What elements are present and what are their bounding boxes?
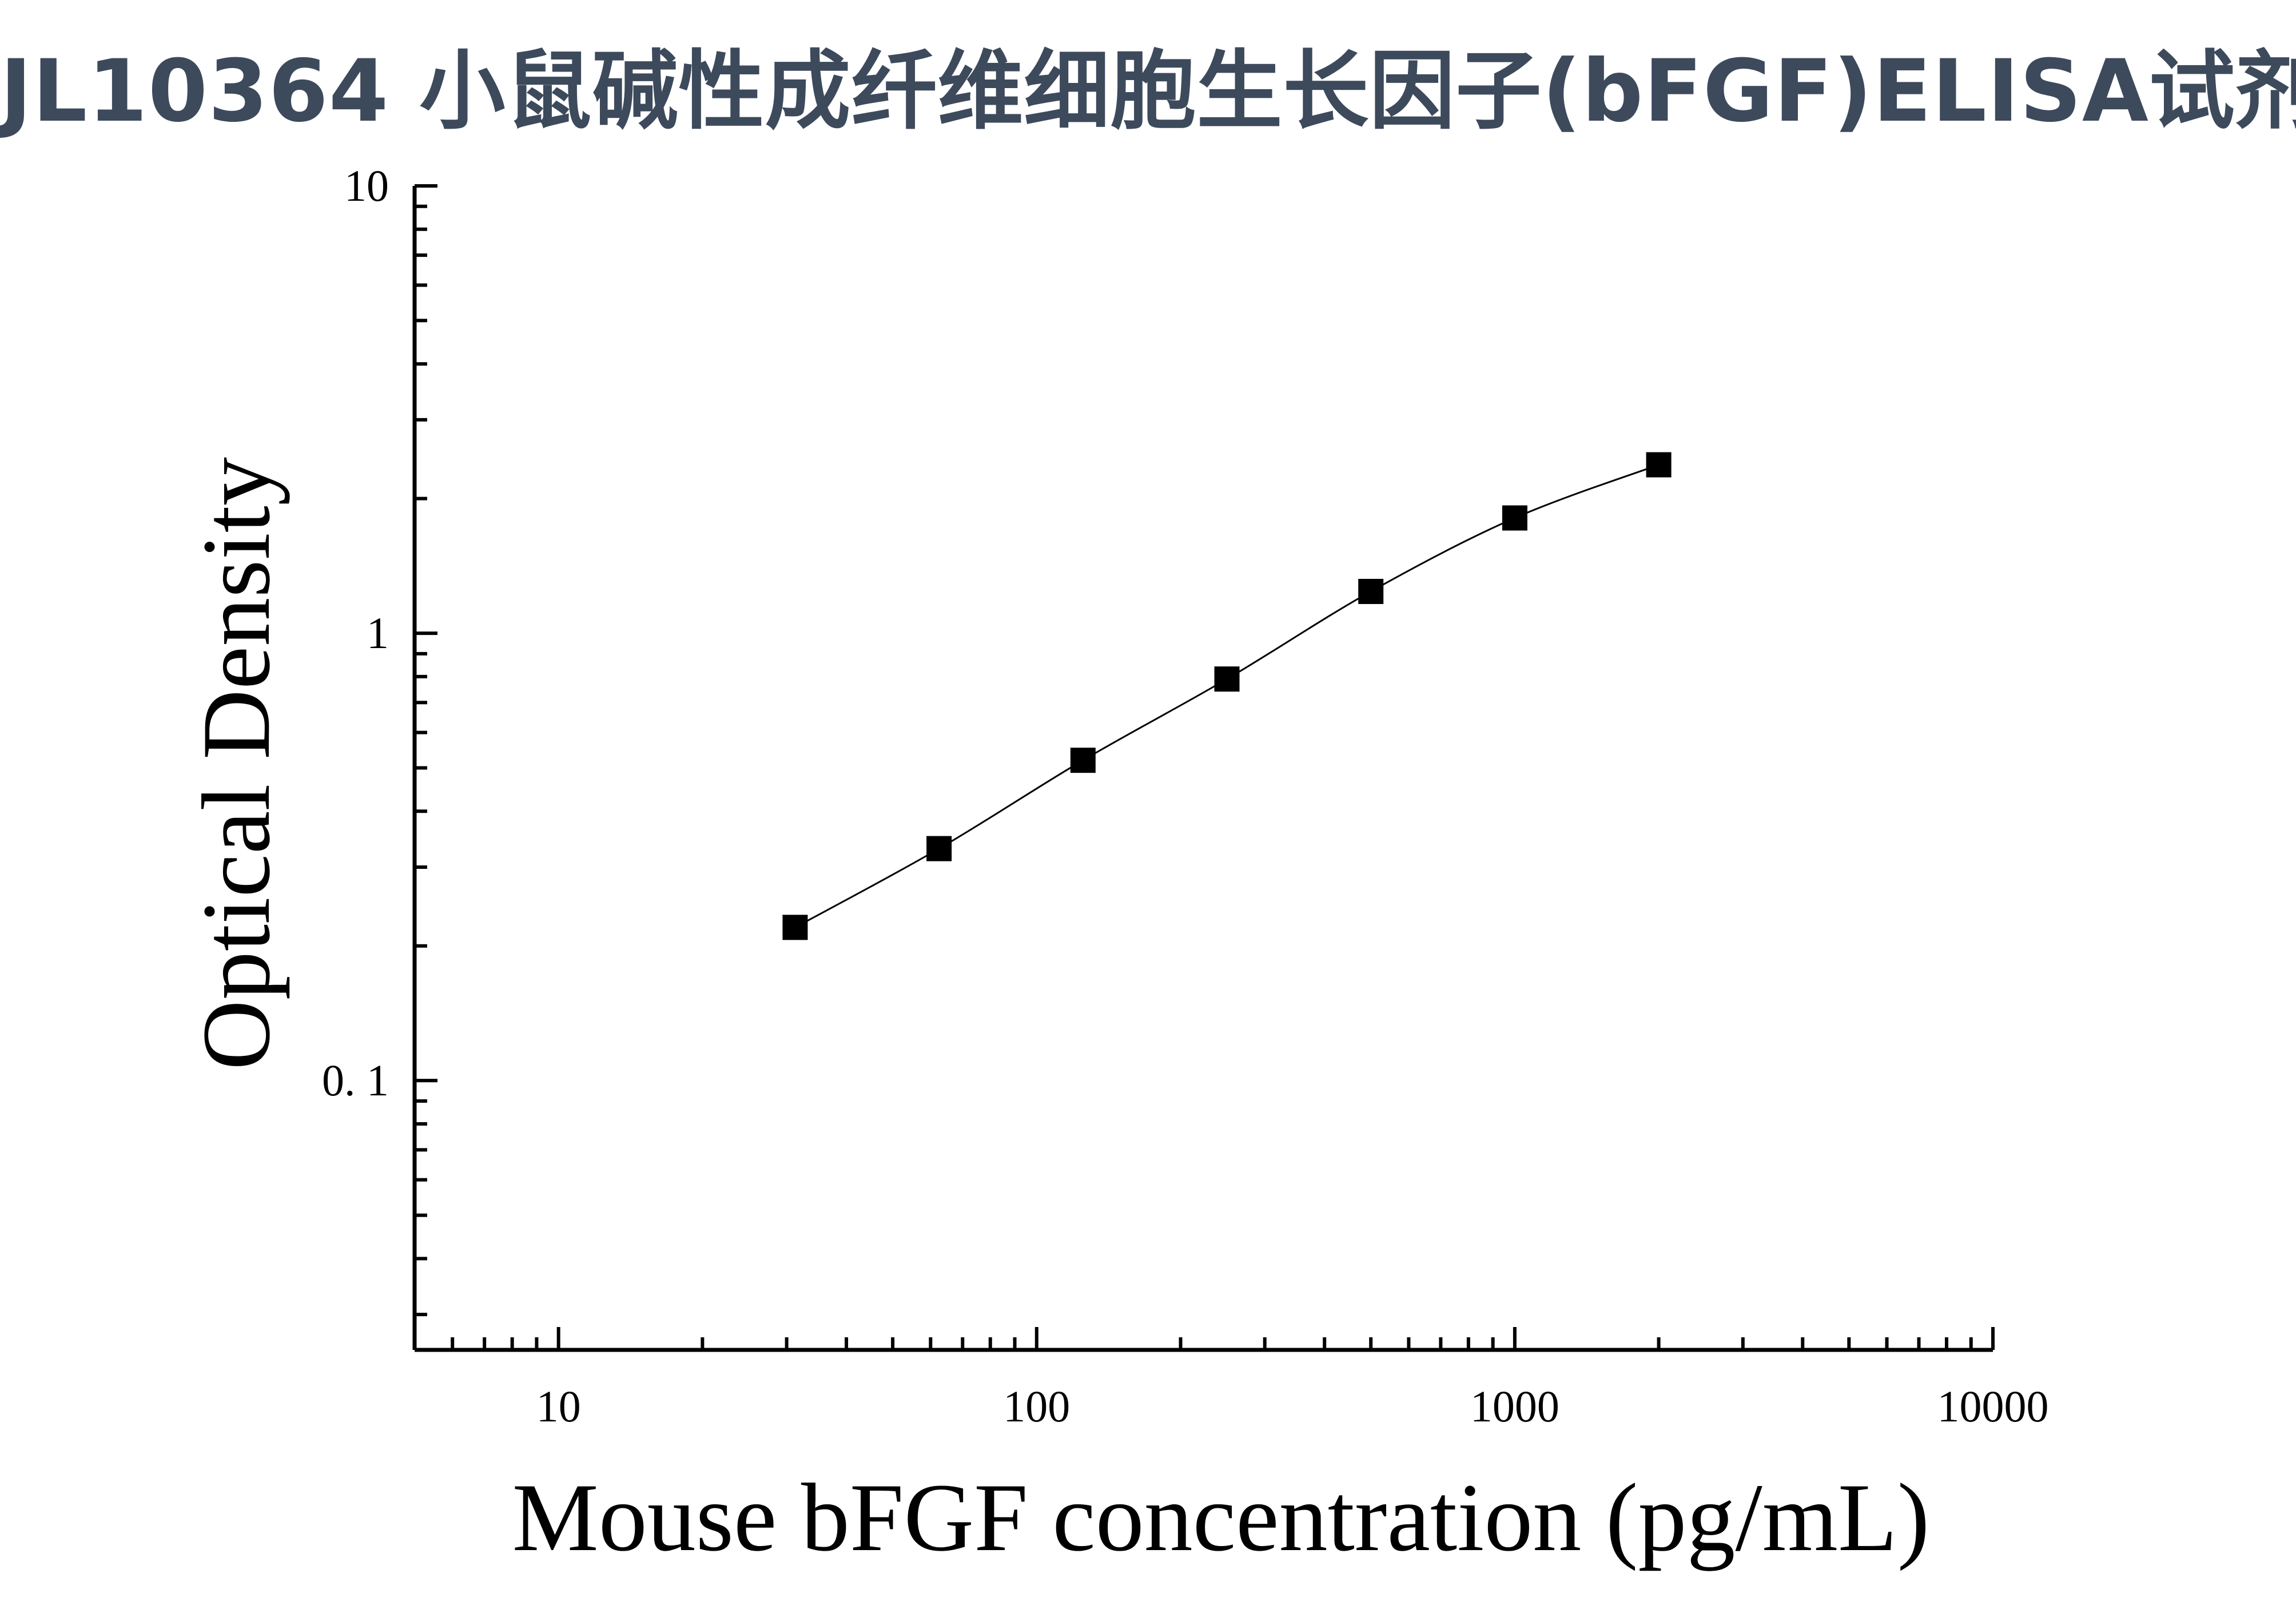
data-point [1502,505,1527,531]
y-tick-label: 0. 1 [322,1055,389,1105]
data-point [1358,579,1384,605]
x-tick-label: 1000 [1470,1381,1559,1431]
fit-curve [794,464,1660,928]
data-point [1070,748,1096,773]
axis-labels: 10 100 1000 10000 0. 1 1 10 Mouse bFGF concentr… [182,161,2049,1571]
data-point [1646,452,1672,478]
y-tick-label: 10 [344,161,389,210]
x-tick-label: 100 [1003,1381,1070,1431]
x-tick-label: 10 [536,1381,581,1431]
data-points [782,452,1672,940]
data-point [1214,666,1240,692]
data-point [782,915,808,940]
x-tick-label: 10000 [1937,1381,2049,1431]
y-tick-label: 1 [367,608,389,658]
data-point [926,836,952,861]
axes [412,184,1995,1352]
chart-title: JL10364 小鼠碱性成纤维细胞生长因子(bFGF)ELISA试剂盒 [0,42,2296,141]
fit-curve-group [794,464,1660,928]
x-axis-title: Mouse bFGF concentration (pg/mL) [512,1464,1930,1571]
y-axis-title: Optical Density [182,457,290,1070]
